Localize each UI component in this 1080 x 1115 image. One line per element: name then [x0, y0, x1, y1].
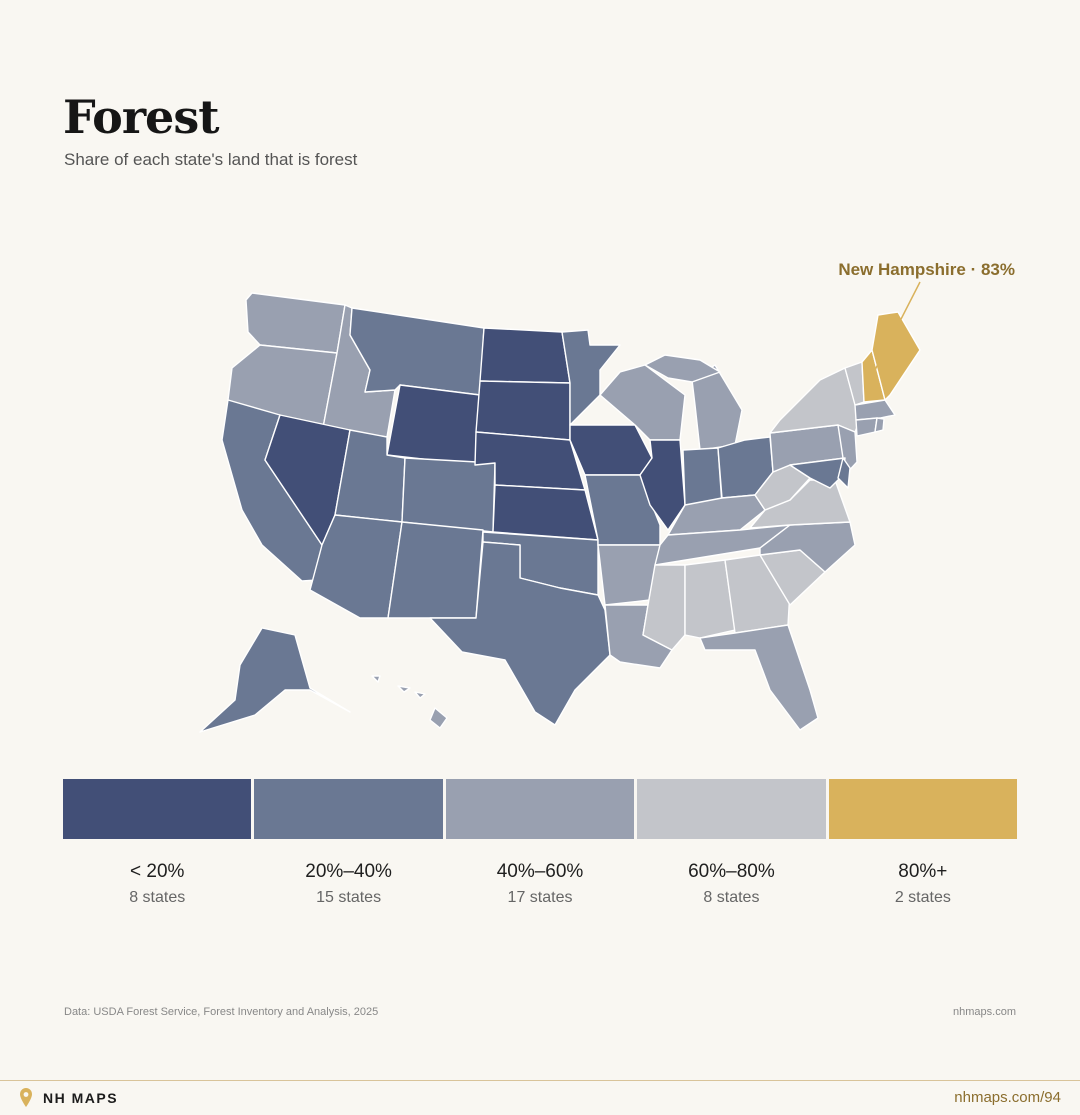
state-sd: [475, 380, 571, 441]
state-ri: [874, 417, 885, 433]
legend-item-bin5: 80%+ 2 states: [828, 779, 1018, 907]
legend-count: 8 states: [703, 889, 760, 906]
map-pin-icon: [19, 1087, 33, 1114]
legend-swatch: [63, 779, 252, 839]
state-hi: [429, 707, 448, 729]
page-link[interactable]: nhmaps.com/94: [954, 1089, 1061, 1106]
brand-name: NH MAPS: [43, 1090, 119, 1106]
legend: < 20% 8 states 20%–40% 15 states 40%–60%…: [63, 779, 1018, 907]
callout-label: New Hampshire · 83%: [838, 260, 1015, 279]
state-mn: [561, 329, 621, 426]
state-wi: [599, 364, 686, 441]
legend-item-bin1: < 20% 8 states: [63, 779, 252, 907]
legend-swatch: [637, 779, 826, 839]
site-credit: nhmaps.com: [953, 1006, 1016, 1018]
state-ny: [769, 367, 861, 434]
legend-count: 15 states: [316, 889, 382, 906]
map-subtitle: Share of each state's land that is fores…: [64, 150, 358, 169]
state-nd: [479, 327, 571, 384]
legend-count: 2 states: [894, 889, 951, 906]
state-ks: [492, 484, 599, 541]
state-il: [639, 439, 686, 531]
state-co: [401, 457, 496, 533]
legend-count: 8 states: [129, 889, 186, 906]
us-choropleth-map: New Hampshire · 83%: [199, 260, 1015, 733]
legend-range: 20%–40%: [305, 861, 392, 882]
state-ct: [855, 417, 878, 437]
state-tx: [429, 541, 611, 726]
legend-count: 17 states: [507, 889, 573, 906]
state-ak: [199, 627, 351, 733]
legend-item-bin2: 20%–40% 15 states: [254, 779, 443, 907]
legend-swatch: [254, 779, 443, 839]
data-source: Data: USDA Forest Service, Forest Invent…: [64, 1006, 379, 1018]
legend-range: 80%+: [898, 861, 948, 882]
state-ma: [854, 399, 896, 421]
state-al: [684, 559, 736, 639]
map-title: Forest: [63, 90, 219, 144]
callout-leader-line: [874, 281, 921, 371]
state-md: [789, 457, 846, 489]
footer: NH MAPS nhmaps.com/94: [0, 1080, 1080, 1115]
state-wa: [245, 292, 346, 354]
legend-range: < 20%: [130, 861, 185, 882]
state-nj: [837, 424, 858, 476]
legend-range: 40%–60%: [496, 861, 584, 882]
state-ia: [569, 424, 653, 476]
state-de: [837, 457, 851, 489]
state-mt: [349, 307, 485, 396]
legend-swatch: [445, 779, 635, 839]
state-fl: [699, 624, 819, 731]
state-nm: [387, 521, 484, 619]
state-mi-up: [644, 354, 721, 383]
legend-item-bin3: 40%–60% 17 states: [445, 779, 635, 907]
legend-range: 60%–80%: [688, 861, 775, 882]
legend-item-bin4: 60%–80% 8 states: [637, 779, 826, 907]
legend-swatch: [828, 779, 1018, 839]
state-hi-islands: [371, 675, 426, 699]
state-wy: [386, 384, 481, 466]
state-in: [682, 447, 723, 506]
